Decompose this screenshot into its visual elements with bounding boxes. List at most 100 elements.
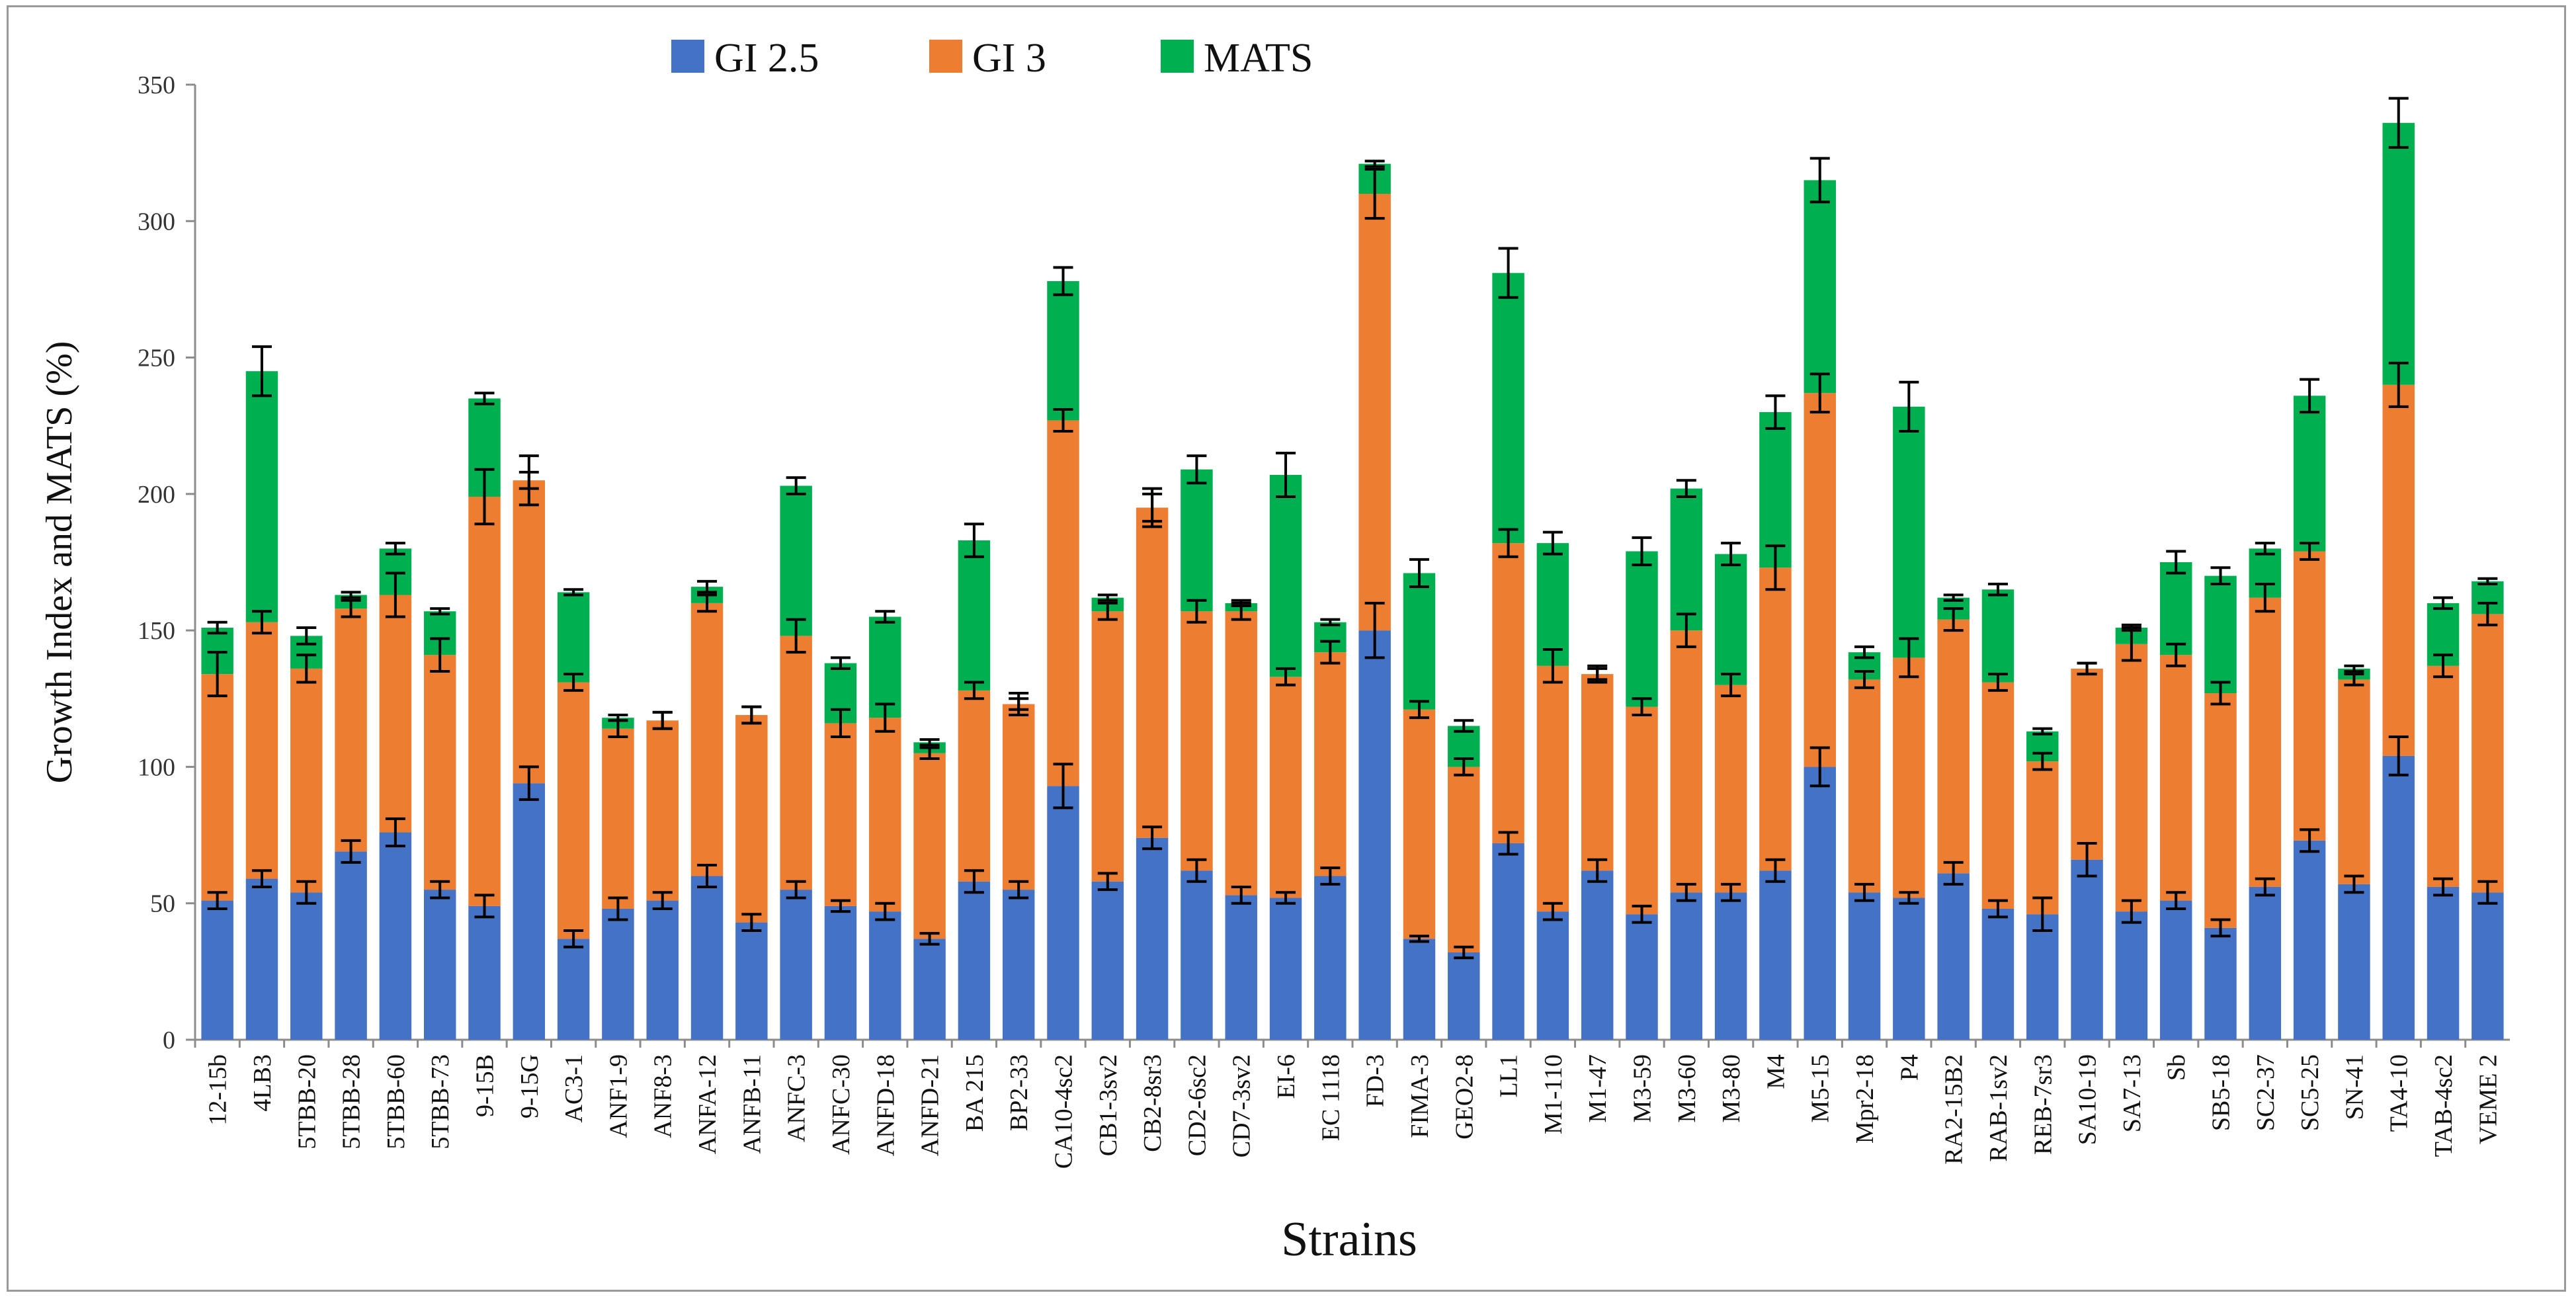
x-tick-label-anfc-3: ANFC-3	[783, 1054, 811, 1142]
bar-gi-3-5tbb-73	[423, 655, 456, 890]
error-bar-gi-3-ll1	[1498, 528, 1518, 558]
y-tick-label: 150	[138, 617, 175, 645]
error-bar-mats-mpr2-18	[1854, 645, 1875, 659]
legend-label-gi-3: GI 3	[972, 36, 1046, 81]
bar-gi-3-9-15g	[513, 480, 546, 784]
bar-gi-2-5-anf8-3	[646, 900, 679, 1040]
bar-gi-3-sa10-19	[2071, 668, 2103, 860]
bar-gi-2-5-mpr2-18	[1848, 892, 1881, 1040]
x-tick-label-anf1-9: ANF1-9	[604, 1054, 632, 1138]
x-tick-label-anfc-30: ANFC-30	[827, 1054, 855, 1155]
error-bar-mats-sc2-37	[2255, 542, 2275, 556]
bar-gi-2-5-sa10-19	[2071, 859, 2103, 1040]
bar-gi-2-5-sb	[2159, 900, 2192, 1040]
error-bar-gi-2-5-cb1-3sv2	[1097, 872, 1118, 892]
error-bar-mats-anfa-12	[697, 579, 718, 594]
error-bar-mats-m3-80	[1721, 542, 1741, 567]
error-bar-mats-ca10-4sc2	[1053, 266, 1073, 296]
error-bar-gi-2-5-ei-6	[1276, 891, 1296, 905]
bar-gi-3-cb2-8sr3	[1136, 507, 1169, 838]
bar-mats-m5-15	[1804, 180, 1836, 394]
bar-mats-m3-80	[1714, 554, 1747, 685]
x-tick-label-5tbb-28: 5TBB-28	[338, 1054, 366, 1150]
x-tick-label-anf8-3: ANF8-3	[649, 1054, 677, 1138]
error-bar-gi-3-12-15b	[207, 651, 228, 698]
bar-gi-3-ac3-1	[557, 682, 590, 939]
x-tick-label-12-15b: 12-15b	[204, 1054, 232, 1126]
error-bar-gi-3-9-15b	[474, 468, 495, 526]
x-tick-label-sb5-18: SB5-18	[2208, 1054, 2235, 1131]
y-tick-label: 0	[163, 1027, 175, 1054]
error-bar-gi-3-cd2-6sc2	[1186, 599, 1207, 624]
y-tick-label: 50	[150, 890, 175, 918]
error-bar-gi-3-ac3-1	[563, 673, 584, 692]
error-bar-gi-2-5-ba-215	[964, 869, 984, 894]
error-bar-gi-2-5-anfd-18	[875, 901, 895, 921]
error-bar-gi-3-ra2-15b2	[1943, 607, 1964, 632]
error-bar-mats-m3-60	[1676, 479, 1696, 498]
error-bar-gi-3-reb-7sr3	[2032, 751, 2053, 771]
bar-gi-3-reb-7sr3	[2026, 761, 2059, 915]
bar-gi-3-12-15b	[201, 674, 233, 901]
error-bar-gi-2-5-veme-2	[2477, 880, 2498, 905]
error-bar-mats-5tbb-73	[430, 607, 450, 616]
error-bar-gi-2-5-bp2-33	[1009, 880, 1029, 900]
bar-gi-3-mpr2-18	[1848, 679, 1881, 893]
error-bar-gi-3-anfd-18	[875, 702, 895, 733]
error-bar-gi-3-geo2-8	[1454, 757, 1474, 776]
bar-gi-3-m3-60	[1670, 630, 1703, 893]
bar-gi-3-m5-15	[1804, 393, 1836, 767]
error-bar-mats-12-15b	[207, 620, 228, 635]
error-bar-gi-2-5-m1-110	[1542, 901, 1563, 921]
bar-gi-3-sc5-25	[2293, 551, 2326, 841]
error-bar-mats-tab-4sc2	[2433, 596, 2454, 610]
error-bar-gi-2-5-5tbb-73	[430, 880, 450, 900]
error-bar-mats-reb-7sr3	[2032, 727, 2053, 735]
bar-gi-2-5-veme-2	[2472, 892, 2504, 1040]
bar-mats-sc5-25	[2293, 396, 2326, 552]
bar-gi-3-veme-2	[2472, 614, 2504, 893]
x-tick-label-ac3-1: AC3-1	[560, 1054, 588, 1122]
bar-gi-2-5-sa7-13	[2115, 911, 2148, 1040]
bar-gi-2-5-m1-47	[1581, 870, 1614, 1040]
error-bar-gi-3-fd-3	[1364, 167, 1385, 220]
error-bar-gi-3-5tbb-73	[430, 637, 450, 673]
x-tick-label-m1-47: M1-47	[1584, 1054, 1612, 1122]
bar-gi-3-m1-47	[1581, 674, 1614, 871]
error-bar-gi-2-5-ec-1118	[1320, 866, 1341, 886]
legend-label-mats: MATS	[1204, 36, 1313, 81]
bar-gi-2-5-reb-7sr3	[2026, 914, 2059, 1040]
error-bar-mats-veme-2	[2477, 577, 2498, 586]
error-bar-gi-2-5-tab-4sc2	[2433, 877, 2454, 897]
bar-gi-2-5-cb2-8sr3	[1136, 837, 1169, 1040]
error-bar-gi-2-5-mpr2-18	[1854, 882, 1875, 902]
error-bar-gi-3-sb5-18	[2210, 681, 2231, 706]
error-bar-mats-sn-41	[2344, 664, 2364, 673]
error-bar-gi-2-5-sc5-25	[2300, 828, 2320, 853]
bar-gi-3-ba-215	[958, 690, 991, 882]
x-axis-labels: 12-15b 4LB3 5TBB-20 5TBB-28 5TBB-60 5TBB-73 9-…	[204, 1054, 2503, 1169]
bar-gi-3-ec-1118	[1314, 652, 1347, 876]
error-bar-mats-sb	[2166, 550, 2186, 575]
y-tick-label: 300	[138, 208, 175, 235]
bar-gi-2-5-ec-1118	[1314, 876, 1347, 1040]
x-tick-label-mpr2-18: Mpr2-18	[1851, 1054, 1879, 1144]
bar-gi-3-cb1-3sv2	[1091, 611, 1124, 882]
bar-gi-3-m3-80	[1714, 685, 1747, 893]
error-bar-mats-m4	[1765, 394, 1786, 430]
error-bar-gi-2-5-anfc-3	[786, 880, 806, 900]
bar-gi-3-anfc-30	[824, 723, 857, 906]
error-bar-mats-m1-47	[1587, 667, 1608, 681]
bar-mats-sb5-18	[2204, 575, 2237, 694]
x-tick-label-5tbb-60: 5TBB-60	[382, 1054, 410, 1150]
bar-gi-3-9-15b	[468, 496, 501, 906]
bar-gi-2-5-m1-110	[1536, 911, 1569, 1040]
error-bar-mats-geo2-8	[1454, 719, 1474, 733]
error-bar-mats-5tbb-28	[341, 591, 361, 599]
x-tick-label-veme-2: VEME 2	[2474, 1054, 2502, 1144]
x-tick-label-ra2-15b2: RA2-15B2	[1940, 1054, 1968, 1165]
legend-label-gi-2-5: GI 2.5	[714, 36, 819, 81]
bar-gi-3-tab-4sc2	[2427, 665, 2460, 887]
error-bar-gi-3-sc2-37	[2255, 583, 2275, 613]
y-axis-ticks: 0 50 100 150 200 250 300 350	[138, 71, 195, 1054]
